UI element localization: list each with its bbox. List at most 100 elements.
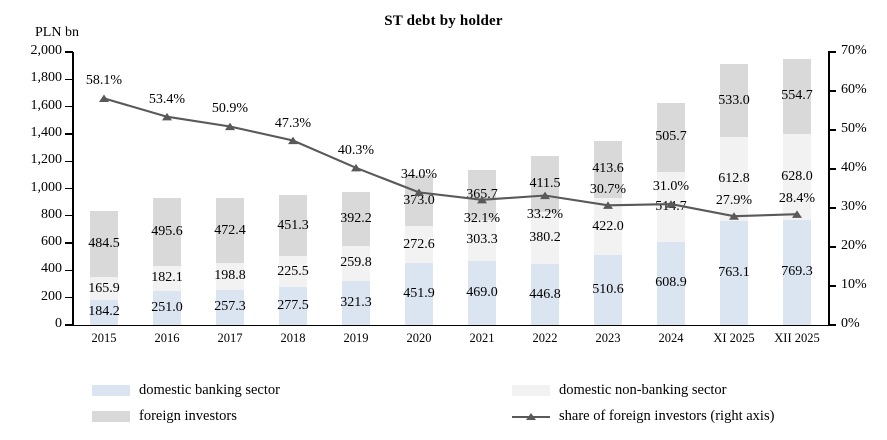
line-value-label: 28.4% <box>778 191 816 207</box>
legend-swatch-foreign-icon <box>92 411 130 423</box>
bar-segment[interactable] <box>153 265 181 291</box>
bar-segment[interactable] <box>216 262 244 290</box>
bar-segment[interactable] <box>468 219 496 261</box>
right-axis-tick-label: 10% <box>841 277 867 292</box>
bar-segment[interactable] <box>153 290 181 325</box>
bar-value-label: 272.6 <box>403 236 435 252</box>
legend-item-domestic-non-banking-sector[interactable]: domestic non-banking sector <box>512 382 727 399</box>
x-axis-tick-label: 2022 <box>532 331 558 345</box>
bar-segment[interactable] <box>657 241 685 325</box>
left-axis-tick-label: 2,000 <box>30 43 63 58</box>
bar-value-label: 769.3 <box>781 264 813 280</box>
left-axis-tick-label: 600 <box>41 234 62 250</box>
line-value-label: 31.0% <box>652 179 690 195</box>
right-axis-tick <box>828 168 836 170</box>
bar-value-label: 422.0 <box>592 218 624 234</box>
bar-segment[interactable] <box>279 287 307 325</box>
legend-swatch-nonbanking-icon <box>512 385 550 397</box>
line-marker[interactable] <box>225 122 235 131</box>
right-axis-tick <box>828 90 836 92</box>
left-axis-tick-label: 0 <box>55 316 62 331</box>
right-axis-tick-label: 40% <box>841 160 867 175</box>
bar-value-label: 472.4 <box>214 222 246 238</box>
legend-item-domestic-banking-sector[interactable]: domestic banking sector <box>92 382 280 399</box>
bar-segment[interactable] <box>279 256 307 288</box>
left-axis-tick <box>65 160 73 162</box>
bar-value-label: 184.2 <box>88 304 120 320</box>
right-axis-tick-label: 0% <box>841 316 860 331</box>
legend-label-foreign: foreign investors <box>139 408 237 425</box>
legend-line-marker-icon <box>512 411 550 422</box>
bar-value-label: 469.0 <box>466 284 498 300</box>
x-axis-tick-label: 2015 <box>91 331 117 345</box>
left-axis-tick-label: 1,400 <box>30 124 63 140</box>
bar-value-label: 257.3 <box>214 299 246 315</box>
left-axis-tick-label: 400 <box>41 261 62 277</box>
bar-segment[interactable] <box>720 220 748 325</box>
bar-value-label: 413.6 <box>592 161 624 177</box>
left-axis-tick <box>65 187 73 190</box>
bar-segment[interactable] <box>90 299 118 325</box>
legend-label-nonbanking: domestic non-banking sector <box>559 382 727 399</box>
bar-segment[interactable] <box>90 277 118 300</box>
bar-value-label: 510.6 <box>592 282 624 298</box>
bar-segment[interactable] <box>342 245 370 282</box>
line-value-label: 33.2% <box>526 206 564 222</box>
bar-segment[interactable] <box>90 211 118 278</box>
chart-title: ST debt by holder <box>384 13 503 29</box>
bar-value-label: 373.0 <box>403 192 435 208</box>
bar-segment[interactable] <box>783 219 811 325</box>
left-axis-tick <box>65 297 73 299</box>
right-axis-tick <box>828 285 836 287</box>
bar-value-label: 495.6 <box>151 224 183 240</box>
bar-value-label: 321.3 <box>340 295 372 311</box>
bar-segment[interactable] <box>342 281 370 325</box>
x-axis-line <box>72 324 829 327</box>
bar-value-label: 628.0 <box>781 169 813 185</box>
right-axis-tick-label: 60% <box>841 82 867 97</box>
bar-value-label: 533.0 <box>718 92 750 108</box>
left-axis-tick-label: 1,600 <box>30 97 63 113</box>
bar-segment[interactable] <box>531 212 559 264</box>
bar-segment[interactable] <box>468 260 496 325</box>
line-marker[interactable] <box>162 112 172 121</box>
left-axis-tick <box>65 269 73 272</box>
bar-value-label: 446.8 <box>529 286 561 302</box>
bar-segment[interactable] <box>531 264 559 325</box>
y-axis-unit-label: PLN bn <box>35 25 79 40</box>
x-axis-tick-label: 2024 <box>658 331 684 345</box>
left-axis-tick <box>65 133 73 135</box>
bar-value-label: 198.8 <box>214 268 246 284</box>
bar-value-label: 514.7 <box>655 198 687 214</box>
bar-segment[interactable] <box>594 255 622 325</box>
line-value-label: 30.7% <box>589 182 627 198</box>
line-marker[interactable] <box>288 136 298 145</box>
x-axis-tick-label: 2021 <box>469 331 495 345</box>
line-value-label: 27.9% <box>715 193 753 209</box>
x-axis-tick-label: 2020 <box>406 331 432 345</box>
bar-value-label: 225.5 <box>277 263 309 279</box>
right-axis-tick <box>828 129 836 131</box>
right-axis-line <box>828 52 830 326</box>
bar-value-label: 505.7 <box>655 129 687 145</box>
x-axis-tick-label: 2018 <box>280 331 306 345</box>
left-axis-tick <box>65 51 73 53</box>
line-marker[interactable] <box>99 94 109 103</box>
bar-segment[interactable] <box>405 226 433 264</box>
bar-segment[interactable] <box>216 289 244 325</box>
line-marker[interactable] <box>351 163 361 172</box>
x-axis-tick-label: 2023 <box>595 331 621 345</box>
bar-segment[interactable] <box>405 263 433 325</box>
left-axis-tick-label: 200 <box>41 288 62 304</box>
left-axis-tick-label: 1,000 <box>30 179 63 195</box>
bar-value-label: 484.5 <box>88 236 120 252</box>
x-axis-tick-label: 2017 <box>217 331 243 345</box>
bar-value-label: 392.2 <box>340 210 372 226</box>
bar-value-label: 380.2 <box>529 230 561 246</box>
legend-item-foreign-investors[interactable]: foreign investors <box>92 408 237 425</box>
left-axis-tick-label: 1,200 <box>30 152 63 168</box>
legend-item-share-of-foreign-investors[interactable]: share of foreign investors (right axis) <box>512 408 774 425</box>
left-axis-tick <box>65 242 73 244</box>
line-value-label: 32.1% <box>463 210 501 226</box>
legend-label-share: share of foreign investors (right axis) <box>559 408 775 425</box>
